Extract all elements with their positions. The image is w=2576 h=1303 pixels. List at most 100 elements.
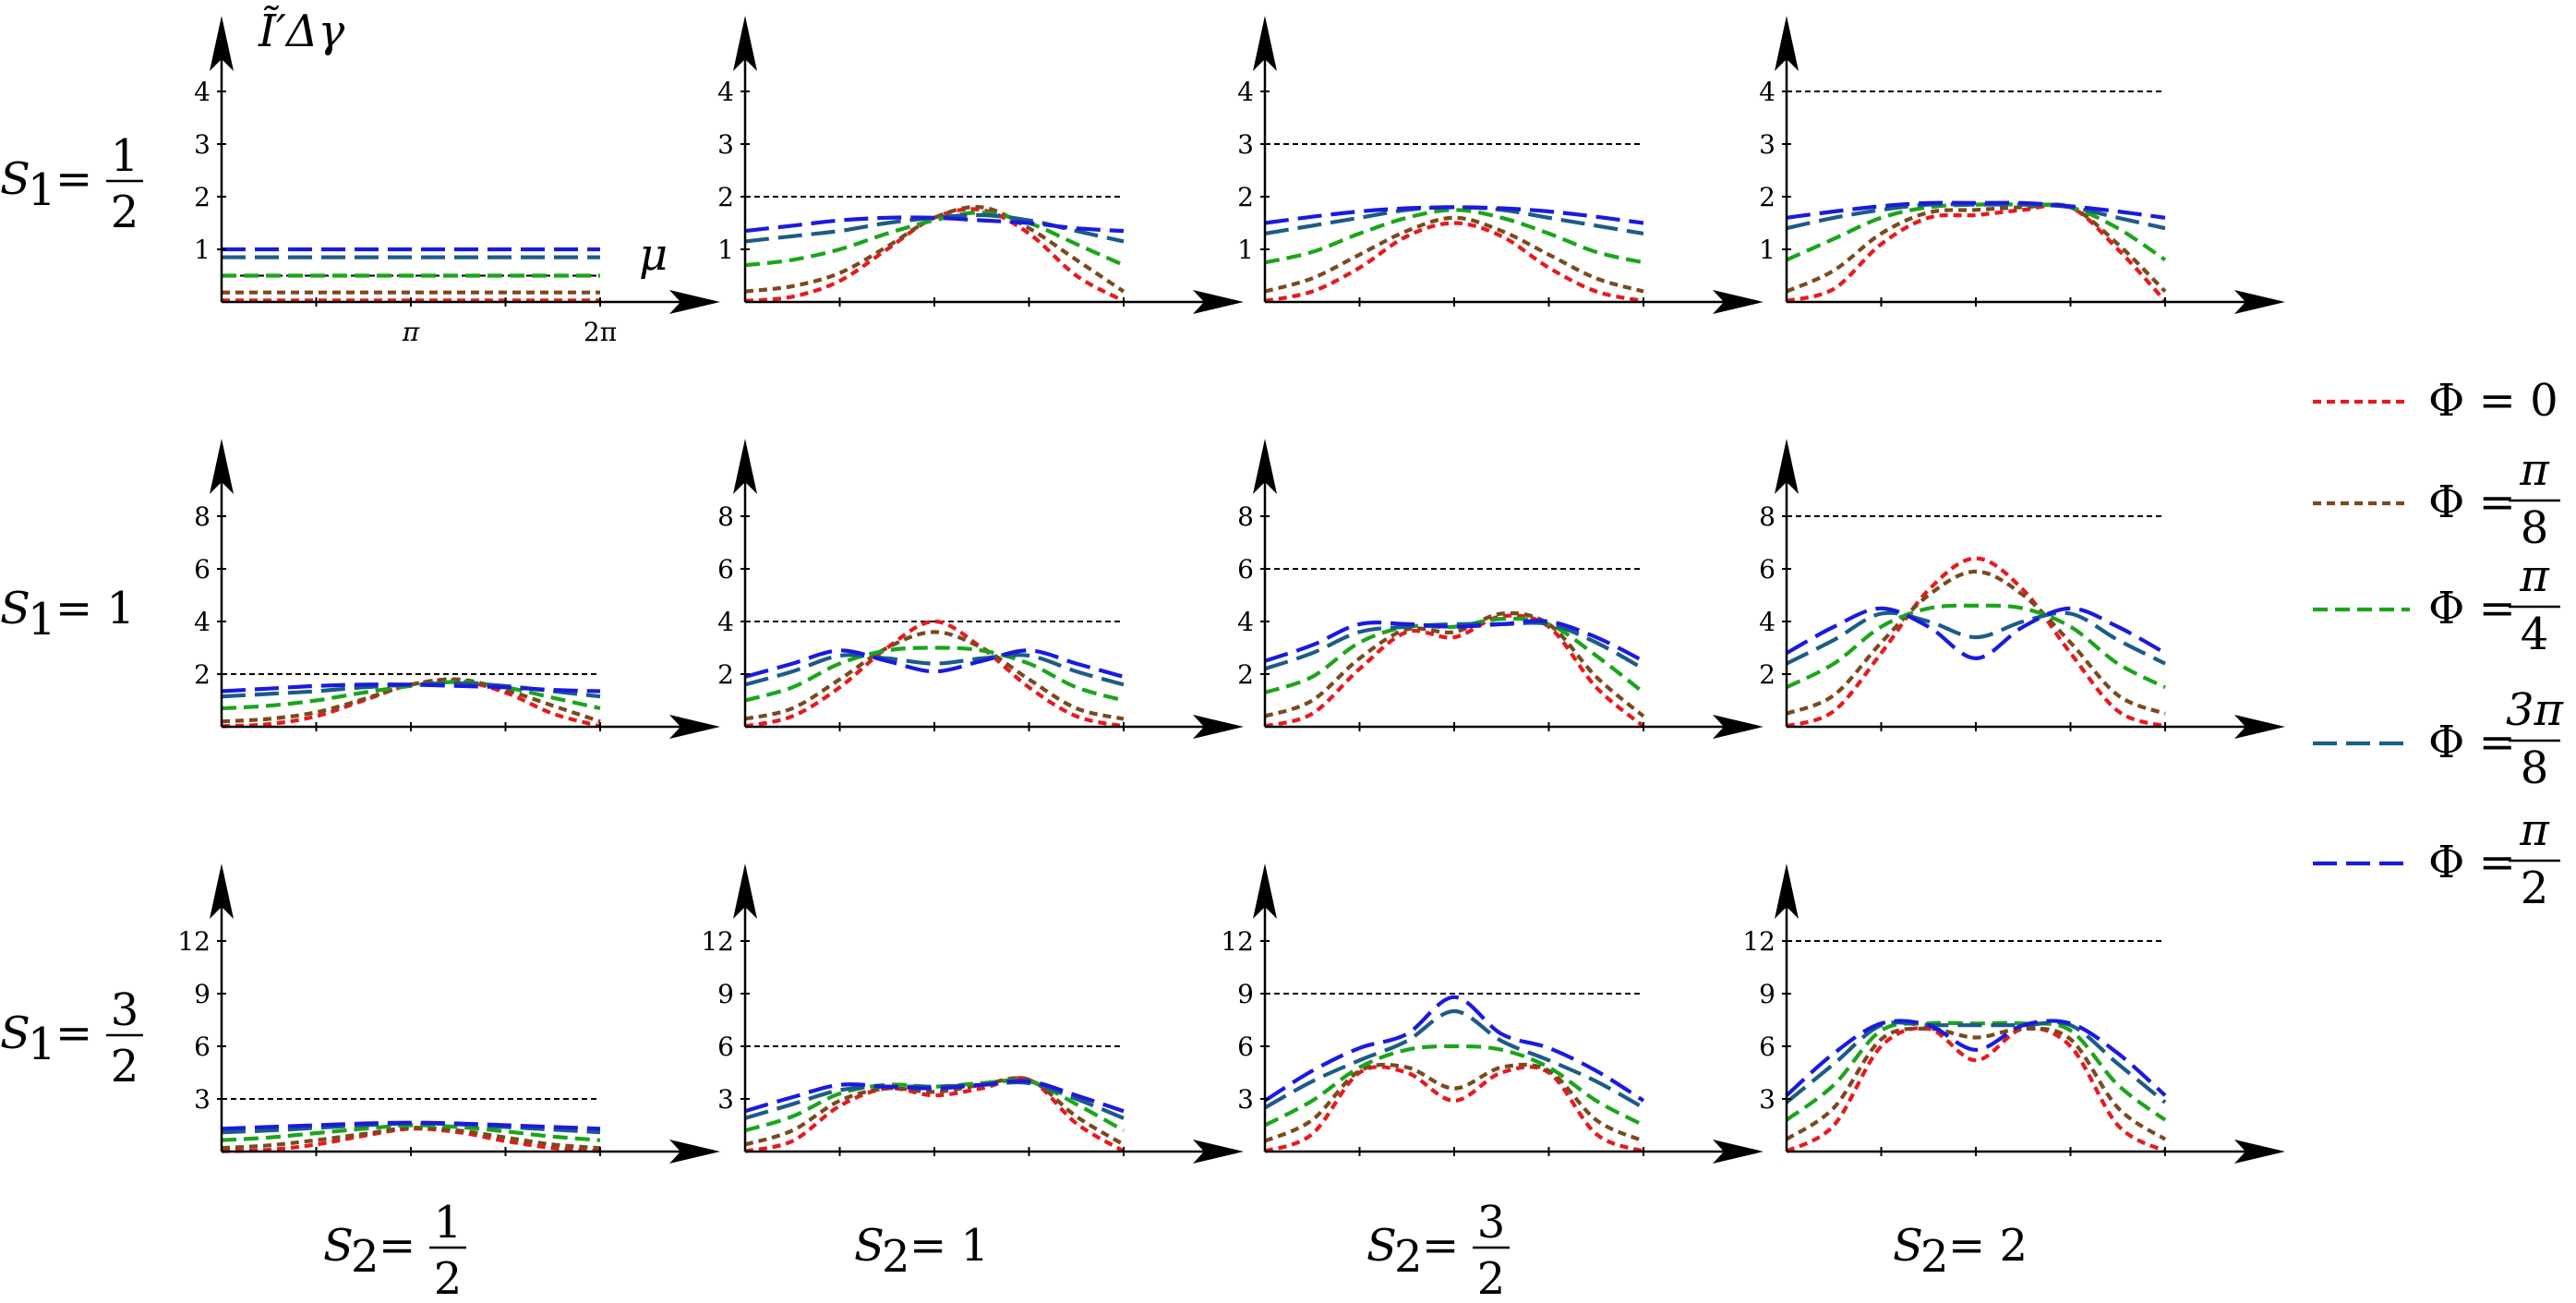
label-denominator: 2 bbox=[111, 187, 139, 238]
y-axis-arrow bbox=[210, 863, 234, 919]
legend-label: Φ = 0 bbox=[2428, 375, 2558, 427]
y-tick-label: 3 bbox=[1237, 1084, 1254, 1115]
legend-numerator: π bbox=[2519, 550, 2550, 602]
y-tick-label: 2 bbox=[1759, 182, 1776, 212]
curve-phi-2 bbox=[744, 210, 1125, 268]
x-axis-arrow bbox=[2234, 290, 2285, 314]
label-variable: S bbox=[0, 583, 30, 634]
curve-phi-0 bbox=[1786, 202, 2167, 303]
label-numerator: 3 bbox=[111, 984, 139, 1036]
label-equals: = bbox=[1422, 1220, 1459, 1272]
axis-titles: Ĩ′Δγ μ bbox=[258, 5, 668, 281]
curve-phi-4 bbox=[1785, 1019, 2167, 1097]
x-axis-arrow bbox=[1713, 290, 1763, 314]
y-tick-label: 3 bbox=[1237, 129, 1254, 160]
legend-numerator: 3π bbox=[2506, 684, 2565, 736]
y-tick-label: 3 bbox=[1759, 1084, 1776, 1115]
curve-phi-4 bbox=[1264, 205, 1644, 225]
y-tick-label: 8 bbox=[194, 501, 211, 532]
label-subscript: 1 bbox=[28, 164, 56, 216]
label-variable: S bbox=[1366, 1220, 1397, 1272]
curve-phi-3 bbox=[744, 653, 1125, 687]
curve-phi-2 bbox=[744, 645, 1125, 703]
curve-phi-2 bbox=[1264, 616, 1645, 694]
curve-phi-4 bbox=[1263, 995, 1645, 1103]
legend-entry-3: Φ =3π 8 bbox=[2313, 684, 2564, 794]
curve-phi-4 bbox=[744, 215, 1125, 234]
legend-entry-1: Φ =π 8 bbox=[2313, 444, 2560, 554]
label-numerator: 1 bbox=[111, 130, 139, 182]
panel-r1-c2: 1 2 3 4 bbox=[717, 16, 1244, 314]
curve-phi-4 bbox=[744, 1079, 1125, 1114]
curve-phi-1 bbox=[1785, 1026, 2167, 1141]
x-axis-title: μ bbox=[639, 229, 668, 281]
curve-phi-3 bbox=[1786, 610, 2166, 666]
y-tick-label: 3 bbox=[194, 129, 211, 160]
curve-phi-4 bbox=[221, 1120, 601, 1131]
panel-r3-c4: 3 6 9 12 bbox=[1742, 863, 2285, 1164]
panel-r1-c3: 1 2 3 4 bbox=[1237, 16, 1763, 314]
label-subscript: 2 bbox=[882, 1231, 910, 1283]
y-tick-label: 12 bbox=[1742, 926, 1776, 957]
label-value: = 2 bbox=[1948, 1220, 2028, 1272]
curve-phi-0 bbox=[1785, 1026, 2167, 1153]
panel-r2-c4: 2 4 6 8 bbox=[1759, 439, 2285, 739]
panel-r2-c3: 2 4 6 8 bbox=[1237, 439, 1763, 739]
row-label-3: S1 = 32 bbox=[0, 984, 143, 1092]
legend-numerator: π bbox=[2519, 804, 2550, 856]
y-tick-label: 4 bbox=[1237, 607, 1254, 637]
curve-phi-2 bbox=[1264, 208, 1644, 265]
row-label-2: S1 = 1 bbox=[0, 583, 135, 645]
x-axis-arrow bbox=[1713, 1140, 1763, 1164]
y-axis-arrow bbox=[1253, 439, 1277, 494]
y-tick-label: 6 bbox=[1237, 1032, 1254, 1062]
column-label-2: S2 = 1 bbox=[854, 1220, 989, 1283]
curve-phi-0 bbox=[221, 1127, 601, 1153]
label-equals: = bbox=[379, 1220, 415, 1272]
x-axis-arrow bbox=[1193, 290, 1244, 314]
column-label-1: S2 = 12 bbox=[323, 1197, 466, 1303]
panel-r3-c2: 3 6 9 12 bbox=[701, 863, 1244, 1164]
legend-denominator: 8 bbox=[2521, 502, 2549, 554]
label-variable: S bbox=[0, 153, 30, 205]
y-tick-label: 4 bbox=[717, 77, 734, 107]
label-subscript: 1 bbox=[28, 1019, 56, 1070]
y-tick-label: 4 bbox=[1759, 77, 1776, 107]
label-variable: S bbox=[1893, 1220, 1923, 1272]
y-tick-label: 9 bbox=[194, 979, 211, 1009]
y-tick-label: 3 bbox=[717, 129, 734, 160]
label-subscript: 1 bbox=[28, 594, 56, 645]
curve-phi-4 bbox=[1786, 200, 2166, 220]
label-subscript: 2 bbox=[1394, 1231, 1423, 1283]
label-numerator: 1 bbox=[434, 1197, 463, 1249]
curve-phi-3 bbox=[1785, 1020, 2167, 1104]
curve-phi-0 bbox=[1264, 1065, 1644, 1153]
legend-denominator: 2 bbox=[2521, 863, 2549, 914]
curve-phi-1 bbox=[221, 677, 601, 724]
y-tick-label: 1 bbox=[717, 235, 734, 265]
legend-denominator: 8 bbox=[2521, 742, 2549, 794]
x-axis-arrow bbox=[669, 715, 720, 739]
y-axis-arrow bbox=[733, 863, 757, 919]
column-label-3: S2 = 32 bbox=[1366, 1197, 1510, 1303]
label-value: = 1 bbox=[909, 1220, 989, 1272]
y-axis-title: Ĩ′Δγ bbox=[258, 5, 345, 57]
curve-phi-2 bbox=[1786, 603, 2166, 690]
curve-phi-1 bbox=[1264, 610, 1645, 718]
curve-phi-1 bbox=[1264, 1062, 1644, 1143]
y-tick-label: 4 bbox=[194, 77, 211, 107]
y-tick-label: 2 bbox=[717, 659, 734, 690]
panel-r1-c1: 1 2 3 4 π 2π bbox=[194, 16, 720, 347]
x-axis-arrow bbox=[1713, 715, 1763, 739]
x-axis-arrow bbox=[2234, 1140, 2285, 1164]
curve-phi-1 bbox=[1786, 569, 2166, 716]
y-tick-label: 2 bbox=[1759, 659, 1776, 690]
legend-label: Φ = bbox=[2428, 837, 2516, 888]
panel-r2-c2: 2 4 6 8 bbox=[717, 439, 1244, 739]
y-tick-label: 6 bbox=[194, 554, 211, 585]
x-axis-arrow bbox=[2234, 715, 2285, 739]
panel-r2-c1: 2 4 6 8 bbox=[194, 439, 720, 739]
curve-phi-4 bbox=[221, 682, 601, 694]
